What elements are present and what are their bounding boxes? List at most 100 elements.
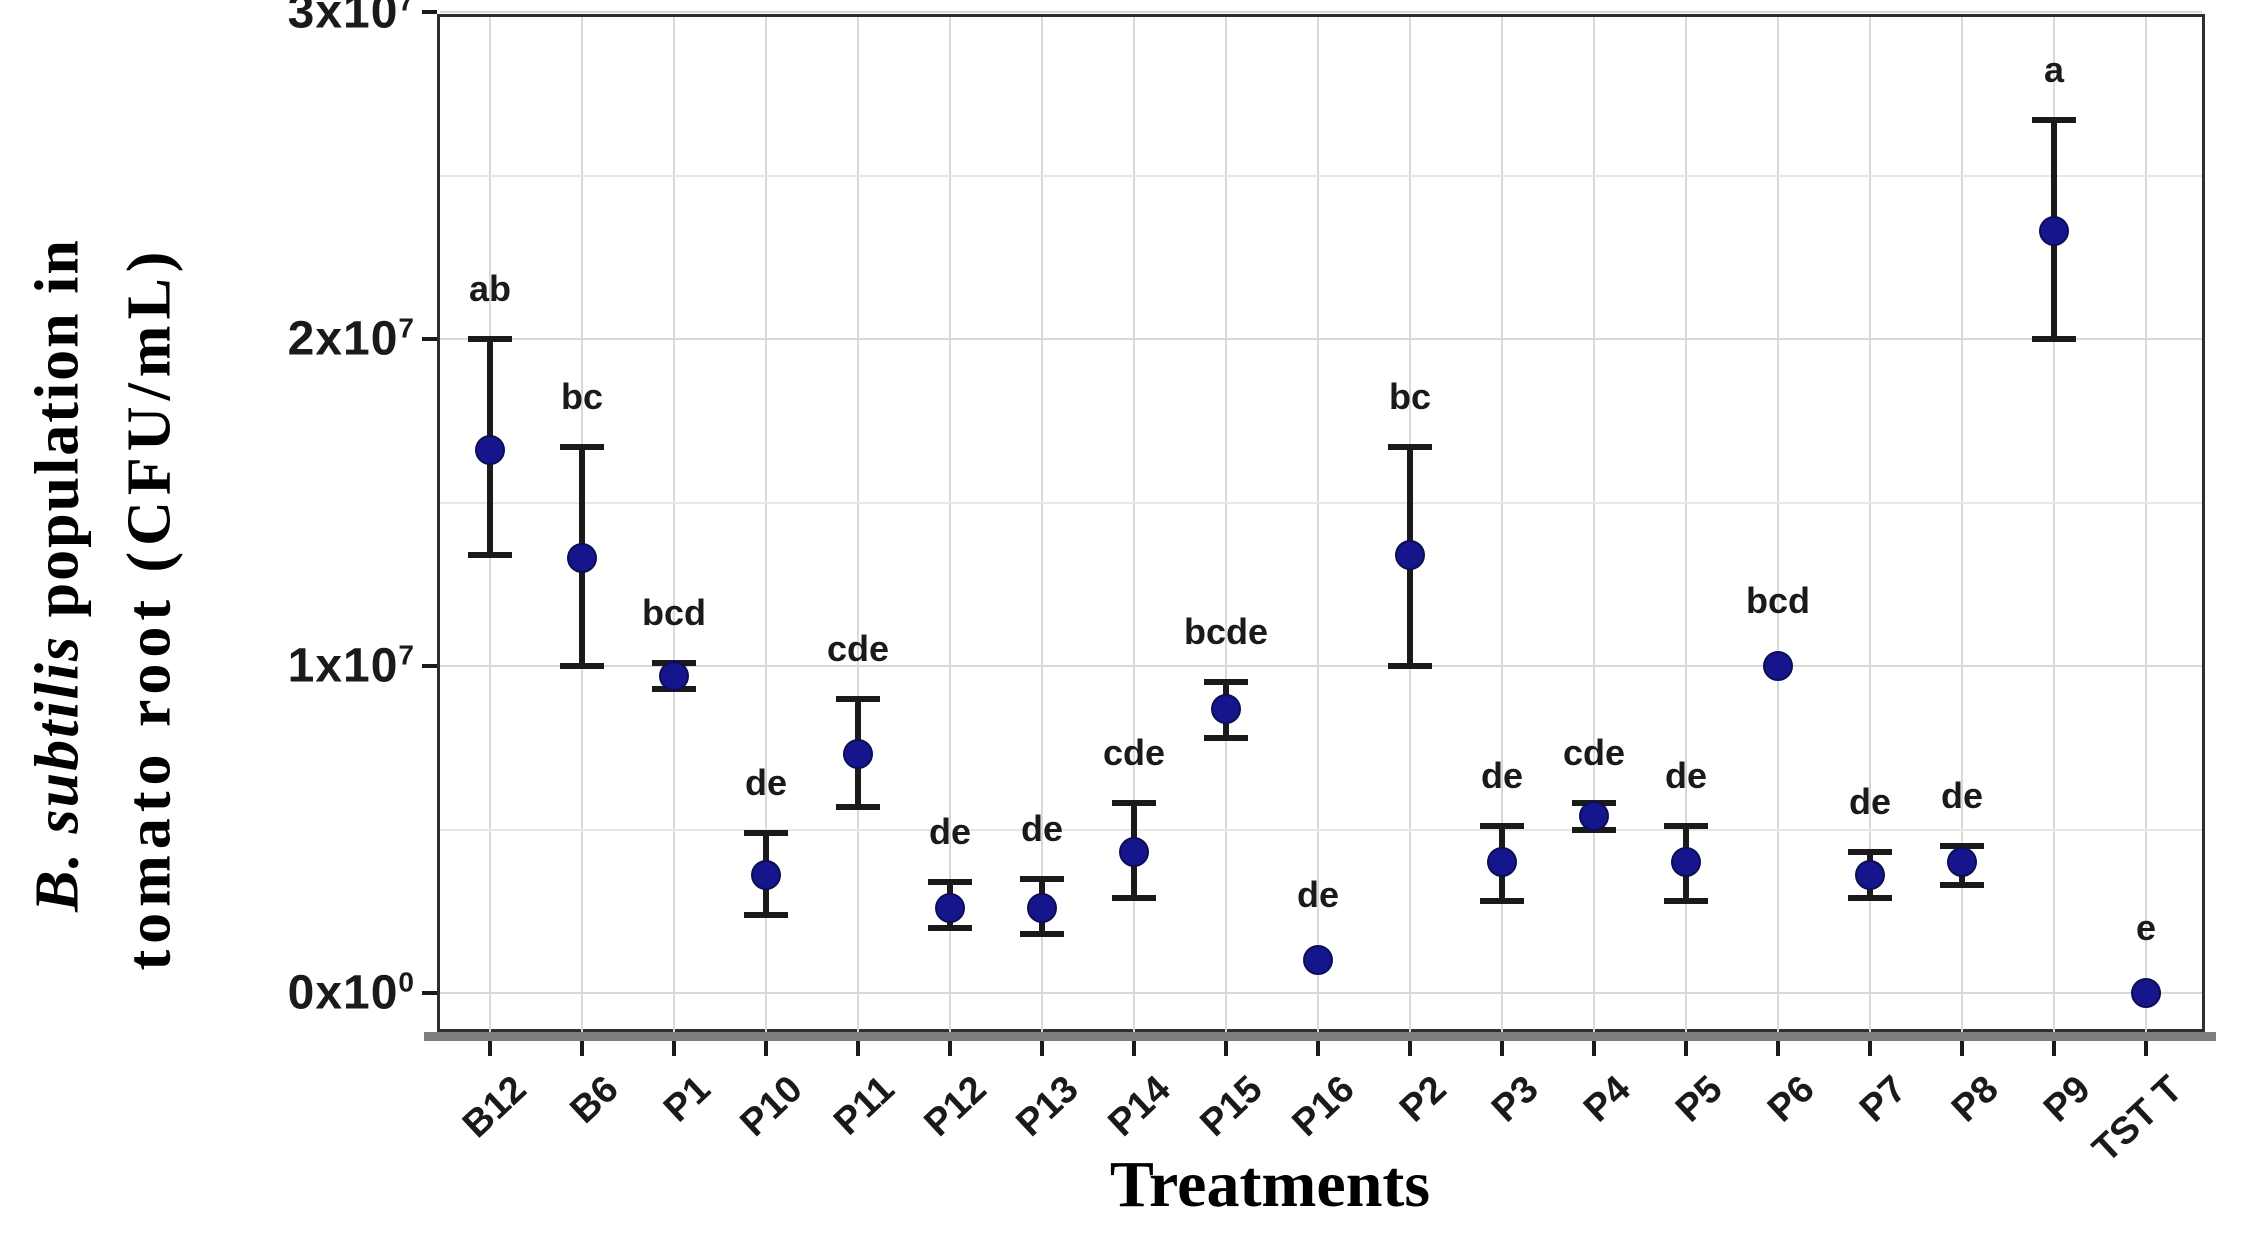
data-point-p16 [1303,945,1333,976]
sig-letter-p6: bcd [1745,580,1811,621]
x-tick-label-p2: P2 [1392,1068,1455,1131]
error-bar-cap-bottom-p5 [1664,898,1708,905]
y-tick-label-0: 0x100 [287,966,415,1020]
data-point-p4 [1579,801,1609,832]
x-tick-label-p1: P1 [656,1068,719,1131]
h-gridline-10000000 [440,665,2202,667]
sig-letter-p10: de [744,761,788,803]
x-tick-p16 [1316,1041,1320,1056]
data-point-p1 [659,660,689,691]
x-tick-p6 [1776,1041,1780,1056]
x-tick-label-p7: P7 [1852,1068,1915,1131]
x-tick-p14 [1132,1041,1136,1056]
x-tick-p5 [1684,1041,1688,1056]
x-tick-p10 [764,1041,768,1056]
x-tick-label-p5: P5 [1668,1068,1731,1131]
error-bar-cap-bottom-p3 [1480,898,1524,905]
y-axis-title-line2: tomato root (CFU/mL) [115,245,184,971]
data-point-p11 [843,739,873,770]
v-gridline-p6 [1777,17,1779,1032]
v-gridline-p1 [673,17,675,1032]
v-gridline-p8 [1961,17,1963,1032]
data-point-p2 [1395,539,1425,570]
data-point-p10 [751,860,781,891]
x-tick-label-b12: B12 [455,1068,535,1147]
y-axis-title-species-italic: B. subtilis [23,634,92,912]
x-tick-label-p15: P15 [1192,1068,1271,1145]
x-tick-label-p8: P8 [1944,1068,2007,1131]
error-bar-cap-top-p15 [1204,679,1248,686]
error-bar-cap-bottom-p13 [1020,931,1064,938]
sig-letter-p2: bc [1388,375,1432,417]
h-gridline-minor-5000000 [440,828,2202,831]
y-tick-label-20000000: 2x107 [287,312,415,366]
y-axis-title-line1-rest: population in [23,238,92,635]
data-point-p8 [1947,847,1977,878]
sig-letter-p13: de [1020,807,1064,849]
data-point-b12 [475,435,505,466]
v-gridline-tst-t [2145,17,2147,1032]
x-tick-p3 [1500,1041,1504,1056]
data-point-b6 [567,543,597,574]
sig-letter-p4: cde [1562,732,1626,774]
error-bar-cap-bottom-p7 [1848,895,1892,902]
h-gridline-30000000 [440,11,2202,13]
sig-letter-p5: de [1664,755,1708,797]
error-bar-cap-bottom-p8 [1940,882,1984,889]
data-point-p5 [1671,847,1701,878]
x-tick-p11 [856,1041,860,1056]
error-bar-cap-bottom-p12 [928,924,972,931]
x-tick-p15 [1224,1041,1228,1056]
error-bar-cap-top-p2 [1388,443,1432,450]
x-tick-label-tst-t: TST T [2084,1068,2191,1171]
sig-letter-p12: de [928,810,972,852]
data-point-p7 [1855,860,1885,891]
x-tick-label-p13: P13 [1008,1068,1087,1145]
sig-letter-p16: de [1296,874,1340,916]
sig-letter-p1: bcd [641,591,707,633]
x-axis-line [424,1032,2216,1041]
sig-letter-b6: bc [560,375,604,417]
v-gridline-p4 [1593,17,1595,1032]
error-bar-cap-bottom-p2 [1388,663,1432,669]
v-gridline-p15 [1225,17,1227,1032]
h-gridline-20000000 [440,338,2202,340]
x-tick-label-p6: P6 [1760,1068,1823,1131]
y-tick-label-30000000: 3x107 [288,0,415,40]
error-bar-cap-bottom-b6 [560,663,604,669]
v-gridline-p5 [1685,17,1687,1032]
x-tick-b12 [488,1041,492,1056]
x-tick-tst-t [2144,1041,2148,1056]
data-point-p9 [2039,216,2069,247]
data-point-p6 [1763,651,1793,681]
v-gridline-p11 [857,17,859,1032]
y-axis-title-line1: B. subtilis population in [23,238,94,912]
error-bar-cap-top-p11 [836,695,880,702]
x-tick-label-p10: P10 [732,1068,811,1145]
data-point-p3 [1487,847,1517,878]
x-tick-b6 [580,1041,584,1056]
y-tick-label-exponent: 0 [398,966,415,998]
sig-letter-p3: de [1480,755,1524,797]
x-tick-label-p14: P14 [1100,1068,1179,1145]
error-bar-cap-bottom-p11 [836,803,880,810]
h-gridline-minor-15000000 [440,501,2202,504]
x-tick-label-p9: P9 [2036,1068,2099,1131]
x-tick-label-p3: P3 [1484,1068,1547,1131]
data-point-p13 [1027,892,1057,923]
x-tick-p4 [1592,1041,1596,1056]
v-gridline-p14 [1133,17,1135,1032]
sig-letter-p9: a [2043,48,2065,90]
y-tick-30000000 [422,10,437,14]
y-tick-label-exponent: 7 [398,312,415,344]
x-tick-label-p16: P16 [1284,1068,1363,1145]
y-tick-label-exponent: 7 [398,0,415,17]
x-tick-p7 [1868,1041,1872,1056]
sig-letter-p15: bcde [1183,611,1269,653]
v-gridline-p3 [1501,17,1503,1032]
y-tick-10000000 [422,664,437,668]
data-point-tst-t [2131,978,2161,1008]
x-tick-label-p11: P11 [826,1068,903,1144]
y-tick-label-10000000: 1x107 [287,639,415,693]
y-tick-0 [422,991,437,995]
